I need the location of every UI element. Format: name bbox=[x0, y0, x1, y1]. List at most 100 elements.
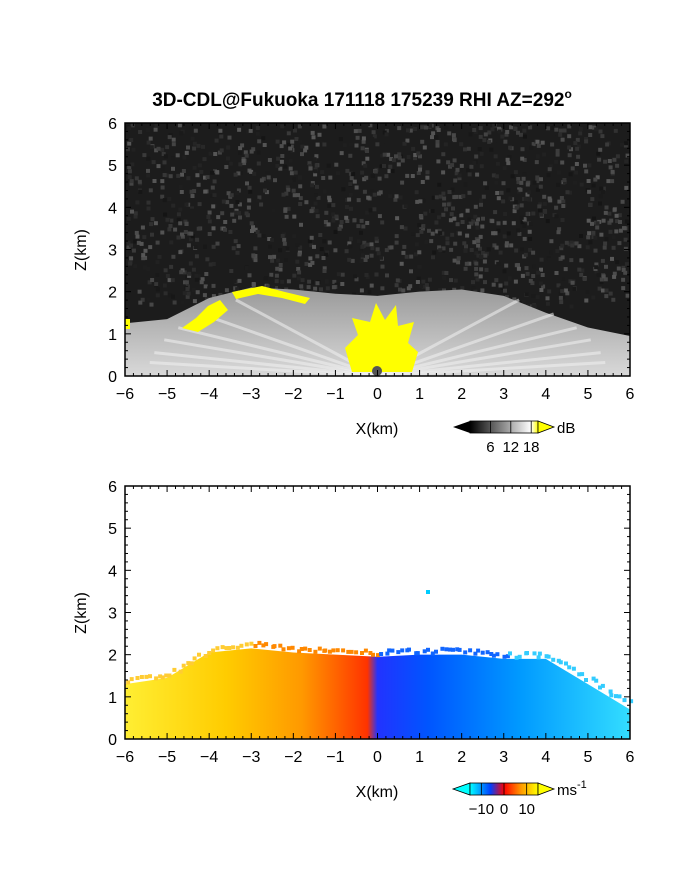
noise-pixel bbox=[212, 179, 217, 184]
edge-pixel bbox=[577, 672, 582, 677]
noise-pixel bbox=[508, 145, 513, 150]
noise-pixel bbox=[154, 148, 159, 153]
noise-pixel bbox=[127, 165, 132, 170]
noise-pixel bbox=[548, 164, 553, 169]
noise-pixel bbox=[283, 207, 288, 212]
noise-pixel bbox=[583, 163, 587, 168]
colorbar-unit: ms-1 bbox=[557, 779, 587, 799]
noise-pixel bbox=[395, 216, 400, 221]
edge-pixel bbox=[376, 653, 380, 658]
noise-pixel bbox=[192, 299, 197, 304]
x-tick-label: 0 bbox=[373, 749, 382, 766]
noise-pixel bbox=[625, 293, 630, 298]
noise-pixel bbox=[237, 127, 242, 132]
noise-pixel bbox=[146, 297, 151, 302]
noise-pixel bbox=[298, 184, 303, 189]
noise-pixel bbox=[413, 153, 418, 157]
noise-pixel bbox=[167, 137, 172, 142]
edge-pixel bbox=[567, 665, 572, 670]
noise-pixel bbox=[363, 258, 368, 262]
noise-pixel bbox=[561, 204, 566, 208]
noise-pixel bbox=[558, 132, 563, 137]
noise-pixel bbox=[395, 278, 400, 283]
noise-pixel bbox=[430, 209, 435, 213]
noise-pixel bbox=[601, 218, 606, 223]
noise-pixel bbox=[288, 166, 293, 171]
noise-pixel bbox=[249, 221, 254, 226]
noise-pixel bbox=[610, 256, 614, 261]
edge-pixel bbox=[186, 661, 191, 666]
noise-pixel bbox=[608, 229, 613, 234]
edge-pixel bbox=[517, 654, 522, 659]
x-tick-label: 1 bbox=[415, 749, 424, 766]
noise-pixel bbox=[304, 261, 309, 266]
noise-pixel bbox=[586, 235, 591, 240]
noise-pixel bbox=[508, 196, 513, 201]
noise-pixel bbox=[226, 191, 231, 196]
noise-pixel bbox=[527, 197, 532, 202]
noise-pixel bbox=[576, 154, 581, 159]
noise-pixel bbox=[218, 292, 223, 297]
noise-pixel bbox=[494, 278, 499, 283]
edge-pixel bbox=[363, 648, 368, 653]
noise-pixel bbox=[599, 186, 604, 191]
noise-pixel bbox=[313, 193, 318, 198]
noise-pixel bbox=[387, 169, 392, 174]
edge-pixel bbox=[629, 699, 634, 704]
noise-pixel bbox=[450, 163, 455, 168]
noise-pixel bbox=[358, 247, 363, 252]
noise-pixel bbox=[400, 158, 405, 163]
noise-pixel bbox=[561, 295, 566, 299]
x-tick-label: 6 bbox=[626, 386, 635, 403]
noise-pixel bbox=[185, 287, 190, 291]
noise-pixel bbox=[501, 199, 506, 204]
edge-pixel bbox=[178, 669, 183, 674]
noise-pixel bbox=[448, 218, 453, 223]
edge-pixel bbox=[489, 652, 494, 656]
noise-pixel bbox=[276, 258, 281, 263]
noise-pixel bbox=[602, 245, 607, 250]
noise-pixel bbox=[525, 212, 530, 216]
noise-pixel bbox=[469, 164, 474, 169]
colorbar-tick-label: 18 bbox=[523, 439, 540, 456]
noise-pixel bbox=[352, 218, 357, 223]
noise-pixel bbox=[232, 218, 237, 223]
noise-pixel bbox=[146, 128, 151, 132]
noise-pixel bbox=[492, 243, 497, 248]
noise-pixel bbox=[146, 200, 151, 205]
noise-pixel bbox=[394, 283, 399, 288]
noise-pixel bbox=[184, 221, 189, 226]
noise-pixel bbox=[271, 285, 276, 290]
noise-pixel bbox=[270, 238, 275, 243]
noise-pixel bbox=[624, 262, 629, 267]
noise-pixel bbox=[584, 298, 589, 303]
noise-pixel bbox=[452, 195, 457, 200]
noise-pixel bbox=[624, 141, 629, 146]
noise-pixel bbox=[513, 200, 518, 205]
noise-pixel bbox=[467, 190, 472, 195]
edge-pixel bbox=[341, 648, 346, 653]
noise-pixel bbox=[331, 285, 336, 290]
noise-pixel bbox=[218, 131, 223, 135]
noise-pixel bbox=[312, 244, 316, 249]
noise-pixel bbox=[130, 123, 135, 128]
noise-pixel bbox=[171, 166, 175, 171]
noise-pixel bbox=[579, 182, 584, 187]
noise-pixel bbox=[490, 127, 495, 132]
edge-pixel bbox=[211, 648, 216, 653]
noise-pixel bbox=[285, 246, 290, 251]
colorbar-tick-label: 12 bbox=[502, 439, 519, 456]
noise-pixel bbox=[623, 246, 628, 251]
noise-pixel bbox=[284, 191, 289, 196]
noise-pixel bbox=[555, 249, 560, 254]
noise-pixel bbox=[418, 167, 422, 172]
noise-pixel bbox=[137, 179, 142, 184]
noise-pixel bbox=[547, 167, 552, 172]
noise-pixel bbox=[160, 185, 165, 190]
noise-pixel bbox=[334, 282, 339, 287]
noise-pixel bbox=[151, 160, 156, 165]
noise-pixel bbox=[192, 146, 197, 151]
noise-pixel bbox=[516, 177, 521, 181]
noise-pixel bbox=[207, 210, 212, 215]
noise-pixel bbox=[512, 297, 517, 302]
